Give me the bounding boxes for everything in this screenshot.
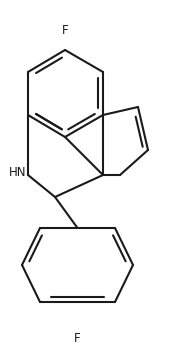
Text: HN: HN	[9, 165, 27, 179]
Text: F: F	[74, 332, 80, 344]
Text: F: F	[62, 23, 68, 37]
